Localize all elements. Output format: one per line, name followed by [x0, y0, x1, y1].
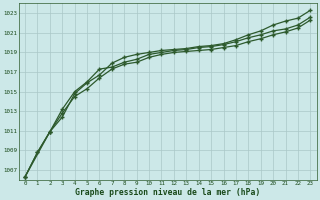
X-axis label: Graphe pression niveau de la mer (hPa): Graphe pression niveau de la mer (hPa) [75, 188, 260, 197]
